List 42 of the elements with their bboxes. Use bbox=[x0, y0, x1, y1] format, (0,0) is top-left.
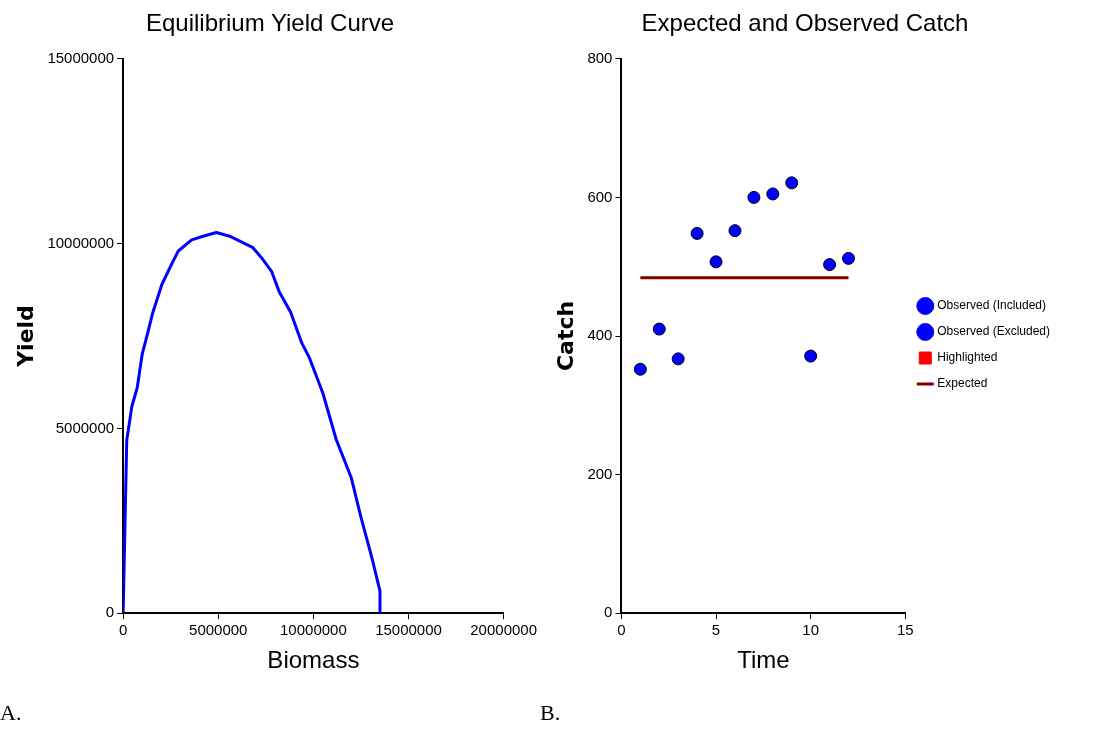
point bbox=[709, 255, 723, 269]
y-tick-label: 600 bbox=[587, 187, 613, 205]
x-axis-title: Biomass bbox=[267, 646, 360, 674]
point bbox=[652, 322, 666, 336]
point bbox=[804, 349, 818, 363]
y-tick-label: 200 bbox=[587, 464, 613, 482]
y-tick-label: 15000000 bbox=[47, 48, 115, 66]
y-axis-title: Yield bbox=[12, 305, 38, 368]
y-tick-label: 0 bbox=[105, 603, 115, 621]
point bbox=[728, 224, 742, 238]
x-tick-label: 15 bbox=[896, 621, 914, 639]
point bbox=[747, 190, 761, 204]
y-tick-label: 800 bbox=[587, 48, 613, 66]
point bbox=[766, 187, 780, 201]
text: B. bbox=[540, 700, 561, 726]
text: A. bbox=[0, 700, 22, 726]
chart-title: Equilibrium Yield Curve bbox=[145, 9, 395, 37]
legend-label: Highlighted bbox=[937, 350, 998, 365]
point bbox=[690, 226, 704, 240]
y-tick-label: 0 bbox=[604, 603, 613, 621]
point bbox=[671, 352, 685, 366]
legend-label: Expected bbox=[937, 376, 988, 391]
y-axis-title: Catch bbox=[552, 300, 578, 372]
x-tick-label: 10000000 bbox=[280, 621, 347, 639]
x-tick-label: 0 bbox=[617, 621, 626, 639]
point bbox=[842, 251, 856, 265]
y-tick-label: 400 bbox=[587, 326, 613, 344]
point bbox=[633, 362, 647, 376]
y-tick-label: 5000000 bbox=[55, 418, 115, 436]
legend-label: Observed (Included) bbox=[937, 298, 1047, 313]
point bbox=[823, 258, 837, 272]
x-tick-label: 20000000 bbox=[470, 621, 538, 639]
point bbox=[785, 176, 799, 190]
x-tick-label: 5 bbox=[711, 621, 721, 639]
x-axis-title: Time bbox=[737, 646, 790, 674]
chart-title: Expected and Observed Catch bbox=[641, 9, 969, 37]
y-tick-label: 10000000 bbox=[47, 233, 115, 251]
x-tick-label: 5000000 bbox=[189, 621, 248, 639]
x-tick-label: 15000000 bbox=[375, 621, 442, 639]
x-tick-label: 10 bbox=[802, 621, 820, 639]
legend-label: Observed (Excluded) bbox=[937, 324, 1050, 339]
x-tick-label: 0 bbox=[118, 621, 128, 639]
